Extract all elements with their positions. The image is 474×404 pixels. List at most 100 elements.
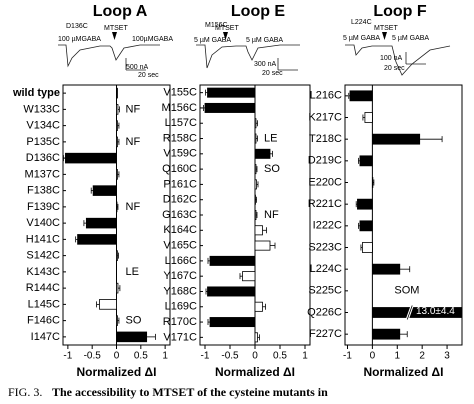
mtset-arrow	[382, 32, 387, 40]
category-label: L216C	[310, 90, 342, 102]
category-label: L157C	[165, 117, 197, 129]
category-label: F227C	[309, 328, 342, 340]
category-label: V140C	[26, 217, 60, 229]
x-tick-label: 0	[252, 351, 258, 362]
bar	[116, 87, 118, 99]
inset-label: D136C	[66, 23, 88, 30]
bar	[254, 179, 257, 190]
category-label: M137C	[25, 168, 61, 180]
bar	[371, 328, 401, 340]
bar	[242, 271, 256, 282]
inset-label: 300 nA	[254, 61, 277, 68]
bar	[207, 286, 256, 297]
inset-label: 5 µM GABA	[343, 35, 380, 42]
category-label: R158C	[163, 132, 197, 144]
bar	[116, 104, 119, 115]
category-label: H141C	[26, 233, 60, 245]
bar	[254, 301, 263, 312]
x-tick-label: 1	[394, 351, 400, 362]
bar	[116, 136, 118, 148]
category-label: F139C	[27, 201, 60, 213]
x-axis-label: Normalized ΔI	[364, 365, 444, 379]
x-tick-label: 0	[114, 351, 120, 362]
bar	[357, 198, 373, 210]
bar	[364, 112, 373, 123]
inset-label: 5 µM GABA	[194, 37, 231, 44]
bar	[254, 118, 257, 129]
inset-label: MTSET	[104, 25, 128, 32]
inset-label: 100 µMGABA	[58, 36, 101, 43]
bar	[92, 185, 117, 196]
bar	[209, 317, 256, 328]
bar	[371, 263, 401, 275]
axis-break	[406, 305, 413, 320]
category-label: R170C	[163, 316, 197, 328]
inset-label: MTSET	[215, 25, 239, 32]
bar	[254, 148, 271, 159]
panel-title: Loop F	[373, 3, 427, 20]
inset-label: M156C	[205, 22, 228, 29]
bar	[362, 242, 373, 253]
category-label: M156C	[162, 102, 198, 114]
bar	[371, 133, 421, 145]
x-tick-label: 1	[302, 351, 308, 362]
category-label: K217C	[308, 111, 342, 123]
inset-label: 5 µM GABA	[246, 37, 283, 44]
x-tick-label: -0.5	[84, 351, 102, 362]
inset-label: L224C	[351, 19, 372, 26]
category-label: V134C	[26, 120, 60, 132]
category-label: K143C	[26, 266, 60, 278]
panel-title: Loop E	[231, 3, 286, 20]
inset-label: MTSET	[374, 25, 398, 32]
current-trace	[196, 44, 300, 69]
x-tick-label: -1	[201, 351, 210, 362]
x-tick-label: 0.5	[273, 351, 287, 362]
category-label: wild type	[12, 87, 60, 99]
category-label: F146C	[27, 315, 60, 327]
category-label: S225C	[308, 285, 342, 297]
x-tick-label: 1	[162, 351, 168, 362]
row-note: NF	[126, 201, 141, 213]
bar	[85, 217, 117, 229]
category-label: D219C	[308, 155, 342, 167]
bar	[254, 332, 258, 343]
x-tick-label: -1	[343, 351, 352, 362]
inset-label: 20 sec	[262, 70, 283, 77]
x-axis-label: Normalized ΔI	[215, 365, 295, 379]
row-note: SOM	[394, 285, 419, 297]
x-tick-label: 0.5	[134, 351, 148, 362]
mtset-arrow	[223, 32, 228, 40]
bar	[204, 102, 256, 113]
bar	[65, 152, 117, 164]
bar	[254, 164, 257, 175]
category-label: K164C	[163, 224, 197, 236]
bar	[209, 255, 256, 266]
bar	[254, 225, 263, 236]
category-label: G163C	[162, 209, 197, 221]
inset-label: 5 µM GABA	[392, 35, 429, 42]
bar	[254, 240, 271, 251]
x-tick-label: 3	[444, 351, 450, 362]
category-label: V171C	[163, 331, 197, 343]
category-label: D162C	[163, 194, 197, 206]
category-label: V155C	[163, 87, 197, 99]
x-tick-label: -1	[63, 351, 72, 362]
category-label: W133C	[23, 103, 60, 115]
bar	[254, 210, 257, 220]
x-tick-label: -0.5	[221, 351, 239, 362]
value-label: 13.0±4.4	[416, 306, 455, 317]
row-note: NF	[126, 103, 141, 115]
bar	[371, 307, 462, 318]
caption-text: The accessibility to MTSET of the cystei…	[52, 385, 328, 399]
row-note: NF	[126, 136, 141, 148]
bar	[116, 282, 119, 294]
bar	[254, 133, 257, 144]
category-label: E220C	[308, 176, 342, 188]
row-note: LE	[264, 132, 277, 144]
bar	[116, 315, 118, 326]
category-label: L224C	[310, 263, 342, 275]
category-label: L169C	[165, 301, 197, 313]
bar	[207, 87, 256, 98]
category-label: S142C	[26, 250, 60, 262]
category-label: S223C	[308, 241, 342, 253]
